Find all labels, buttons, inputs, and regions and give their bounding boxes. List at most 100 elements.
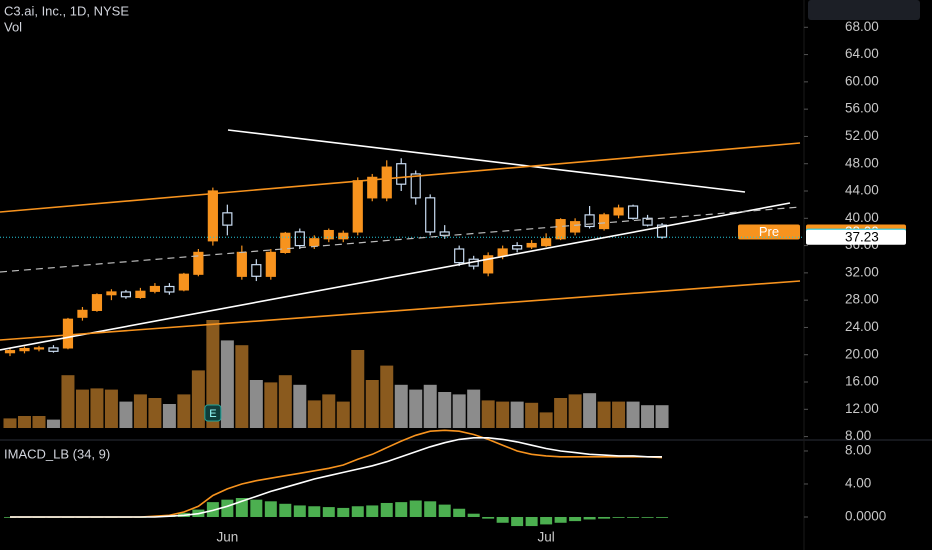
- candle-body: [642, 217, 653, 226]
- volume-label: Vol: [4, 19, 22, 34]
- histogram-bar: [221, 499, 234, 517]
- candle-body: [207, 190, 218, 242]
- y-tick-label: 20.00: [845, 346, 879, 361]
- volume-bar: [380, 365, 394, 428]
- volume-bar: [278, 375, 292, 428]
- volume-bar: [46, 419, 60, 428]
- volume-bar: [133, 394, 147, 428]
- candle-body: [656, 224, 668, 238]
- histogram-bar: [656, 516, 669, 518]
- histogram-bar: [380, 502, 393, 517]
- candle-body: [627, 205, 639, 219]
- y-tick-label: 56.00: [845, 101, 879, 116]
- volume-bar: [568, 394, 582, 428]
- earnings-label: E: [209, 408, 216, 420]
- volume-bar: [626, 401, 640, 428]
- volume-bar: [597, 401, 611, 428]
- histogram-bar: [525, 516, 538, 527]
- volume-bar: [61, 375, 75, 428]
- candle-body: [598, 214, 610, 230]
- volume-bar: [336, 401, 350, 428]
- volume-bar: [148, 398, 162, 428]
- histogram-bar: [337, 507, 350, 517]
- volume-bar: [394, 384, 408, 428]
- candle-body: [396, 163, 407, 185]
- histogram-bar: [279, 503, 292, 517]
- y-tick-label: 8.00: [845, 443, 871, 458]
- y-tick-label: 32.00: [845, 264, 879, 279]
- volume-bar: [177, 394, 191, 428]
- marks: 8.0012.0016.0020.0024.0028.0032.0036.004…: [0, 19, 906, 545]
- candle-body: [367, 176, 378, 199]
- y-tick-label: 40.00: [845, 210, 879, 225]
- price-tag-box: [738, 224, 800, 240]
- histogram-bar: [467, 513, 480, 517]
- candle-body: [222, 212, 233, 226]
- candle-body: [381, 166, 392, 199]
- y-tick-label: 0.0000: [845, 509, 886, 524]
- histogram-bar: [453, 508, 466, 517]
- y-tick-label: 16.00: [845, 374, 879, 389]
- volume-bar: [583, 393, 597, 428]
- candle-body: [135, 290, 146, 299]
- trendline: [227, 129, 746, 193]
- volume-bar: [481, 400, 495, 428]
- candle-body: [48, 347, 59, 352]
- volume-bar: [191, 370, 205, 428]
- histogram-bar: [264, 501, 277, 517]
- volume-bar: [235, 345, 249, 428]
- histogram-bar: [612, 516, 625, 518]
- histogram-bar: [482, 516, 495, 519]
- histogram-bar: [598, 516, 611, 519]
- histogram-bar: [438, 504, 451, 517]
- x-tick-label: Jul: [537, 530, 554, 545]
- volume-bar: [90, 388, 104, 428]
- candle-body: [280, 232, 291, 254]
- y-tick-label: 64.00: [845, 46, 879, 61]
- y-tick-label: 4.00: [845, 476, 871, 491]
- volume-bar: [655, 405, 669, 428]
- candle-body: [236, 251, 247, 277]
- candle-body: [193, 251, 204, 275]
- earnings-icon: [204, 404, 222, 422]
- y-tick-label: 68.00: [845, 19, 879, 34]
- histogram-bar: [569, 516, 582, 522]
- candle-body: [4, 350, 16, 354]
- drawings: [0, 129, 801, 351]
- volume-bar: [525, 402, 539, 428]
- y-tick-label: 48.00: [845, 155, 879, 170]
- candle-body: [352, 180, 363, 233]
- candle-body: [570, 221, 581, 233]
- volume-bar: [365, 380, 379, 428]
- volume-bar: [467, 389, 481, 428]
- histogram-bar: [424, 501, 437, 517]
- volume-bar: [351, 350, 365, 428]
- candle-body: [178, 273, 189, 291]
- candle-body: [439, 231, 450, 236]
- candle-body: [512, 244, 523, 250]
- volume-bar: [3, 418, 17, 428]
- candle-body: [483, 255, 494, 274]
- candle-body: [584, 214, 595, 228]
- volume-bar: [452, 394, 466, 428]
- volume-bar: [104, 389, 118, 428]
- candle-body: [497, 248, 508, 257]
- volume-bar: [264, 382, 278, 428]
- y-tick-label: 60.00: [845, 73, 879, 88]
- candle-body: [526, 242, 537, 248]
- candle-body: [541, 238, 552, 247]
- volume-bar: [220, 340, 234, 428]
- candle-body: [19, 347, 30, 352]
- volume-bar: [438, 392, 452, 428]
- volume-bar: [554, 398, 568, 428]
- candle-body: [106, 291, 117, 296]
- candle-body: [410, 173, 421, 199]
- volume-bar: [539, 412, 553, 428]
- volume-bar: [496, 401, 510, 428]
- volume-bar: [409, 389, 423, 428]
- volume-bar: [641, 405, 655, 428]
- x-tick-label: Jun: [216, 530, 238, 545]
- candle-body: [251, 264, 262, 277]
- histogram-bar: [395, 502, 408, 517]
